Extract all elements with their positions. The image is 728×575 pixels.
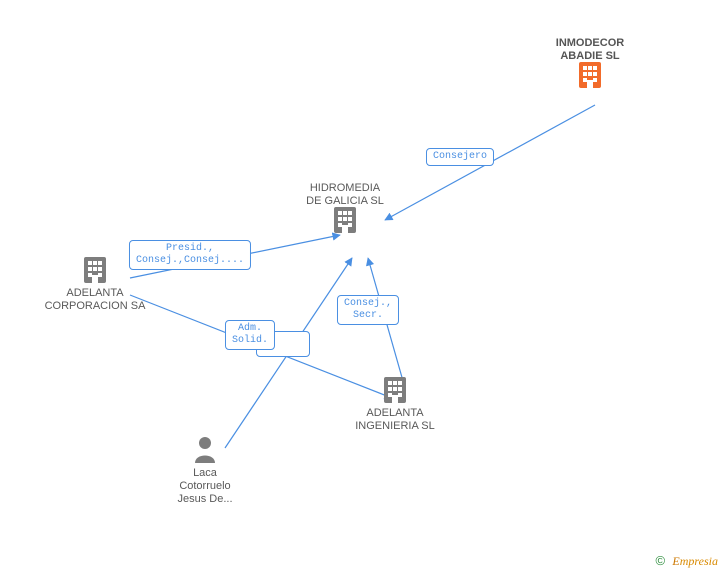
node-label: Laca Cotorruelo Jesus De... [135,467,275,507]
brand-name: Empresia [672,554,718,568]
edge-label-adelanta_ing-hidromedia[interactable]: Consej., Secr. [337,295,399,325]
building-icon [330,205,360,235]
footer: © Empresia [655,553,718,569]
node-hidromedia[interactable]: HIDROMEDIA DE GALICIA SL [330,205,360,240]
copyright-symbol: © [655,553,665,568]
node-label: INMODECOR ABADIE SL [520,37,660,63]
person-icon [193,435,217,463]
diagram-canvas: { "diagram": { "type": "network", "width… [0,0,728,575]
edge-label-adelanta_corp-adelanta_ing[interactable]: Adm. Solid. [225,320,275,350]
node-adelanta_ing[interactable]: ADELANTA INGENIERIA SL [380,375,410,410]
node-adelanta_corp[interactable]: ADELANTA CORPORACION SA [80,255,110,290]
edge-label-inmodecor-hidromedia[interactable]: Consejero [426,148,494,166]
building-icon [575,60,605,90]
node-label: ADELANTA INGENIERIA SL [325,407,465,433]
node-laca[interactable]: Laca Cotorruelo Jesus De... [193,435,217,468]
building-icon [80,255,110,285]
building-icon [380,375,410,405]
node-inmodecor[interactable]: INMODECOR ABADIE SL [575,60,605,95]
node-label: ADELANTA CORPORACION SA [25,287,165,313]
node-label: HIDROMEDIA DE GALICIA SL [275,182,415,208]
edge-label-adelanta_corp-hidromedia[interactable]: Presid., Consej.,Consej.... [129,240,251,270]
